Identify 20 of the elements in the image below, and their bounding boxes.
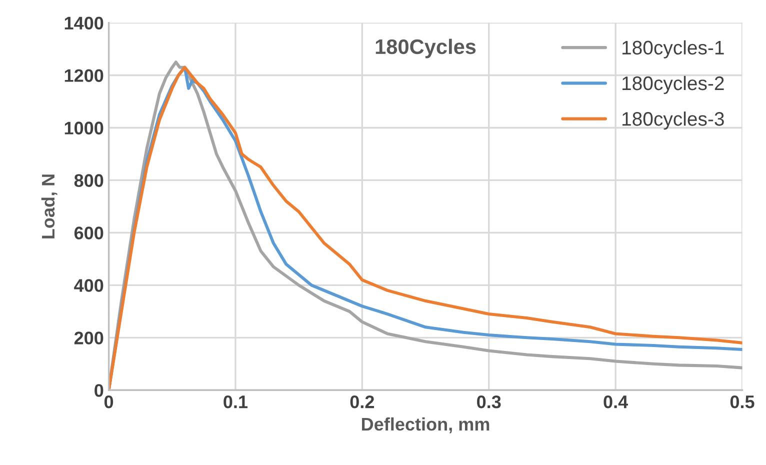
y-axis-title: Load, N (41, 174, 58, 238)
y-tick-label: 600 (74, 226, 104, 240)
y-tick-label: 200 (74, 332, 104, 344)
x-tick-label: 0.1 (224, 395, 248, 408)
x-tick-label: 0.4 (604, 395, 628, 408)
x-tick-label: 0 (104, 395, 114, 408)
y-tick-label: 800 (74, 174, 104, 187)
annotation: 180Cycles (376, 38, 476, 58)
x-tick-label: 0.5 (730, 395, 754, 408)
legend-label: 180cycles-2 (622, 76, 724, 94)
y-tick-label: 1000 (64, 122, 104, 134)
legend-label: 180cycles-3 (622, 112, 724, 130)
y-tick-label: 1200 (64, 69, 104, 82)
y-tick-label: 400 (74, 279, 104, 292)
x-axis-title: Deflection, mm (362, 417, 490, 434)
x-tick-label: 0.3 (477, 395, 501, 408)
x-tick-label: 0.2 (350, 395, 374, 408)
y-tick-label: 1400 (64, 16, 104, 30)
legend-label: 180cycles-1 (622, 40, 724, 58)
y-tick-label: 0 (94, 384, 104, 397)
